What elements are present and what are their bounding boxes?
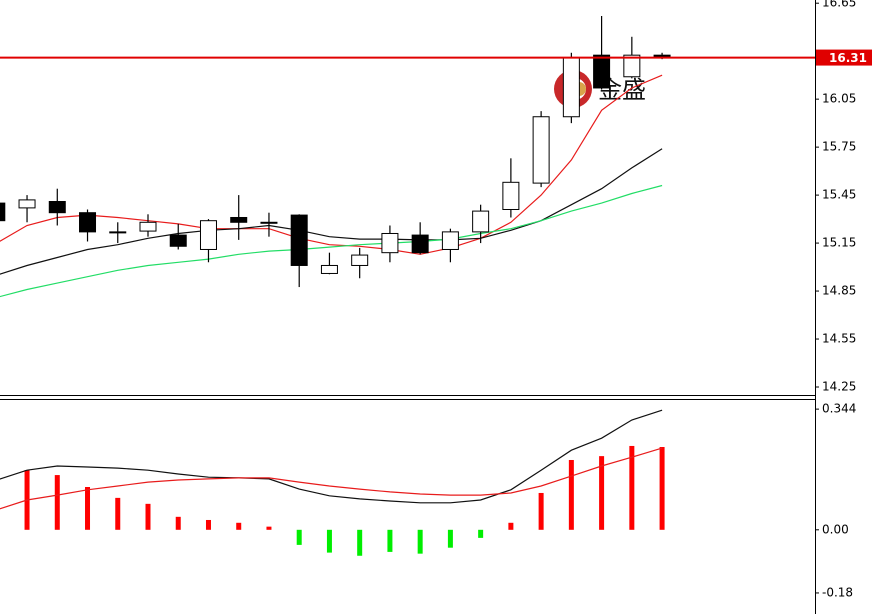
indicator-line bbox=[0, 74, 663, 255]
y-tick-label: 14.55 bbox=[822, 332, 856, 346]
y-tick-label: 0.344 bbox=[822, 402, 856, 416]
histogram-bar bbox=[659, 447, 665, 530]
histogram-bar bbox=[568, 459, 574, 530]
candle-body bbox=[472, 210, 490, 233]
y-tick-label: 14.25 bbox=[822, 380, 856, 394]
y-tick-label: 15.45 bbox=[822, 188, 856, 202]
histogram-bar bbox=[296, 529, 302, 545]
candle-body bbox=[441, 231, 459, 250]
histogram-bar bbox=[417, 529, 423, 554]
histogram-bar bbox=[115, 497, 121, 530]
histogram-bar bbox=[629, 445, 635, 530]
candle-body bbox=[502, 181, 520, 210]
histogram-bar bbox=[236, 522, 242, 530]
histogram-bar bbox=[85, 487, 91, 530]
y-tick-label: -0.18 bbox=[822, 585, 853, 599]
histogram-bar bbox=[145, 503, 151, 530]
histogram-bar bbox=[266, 526, 272, 530]
candle-body bbox=[169, 234, 187, 247]
histogram-bar bbox=[54, 475, 60, 530]
indicator-line bbox=[0, 148, 663, 275]
y-tick-label: 16.65 bbox=[822, 0, 856, 10]
candle-body bbox=[139, 221, 157, 232]
histogram-bar bbox=[508, 522, 514, 530]
candle-body bbox=[381, 232, 399, 254]
candle-body bbox=[320, 264, 338, 274]
candle-body bbox=[0, 202, 6, 222]
y-tick-label: 15.75 bbox=[822, 140, 856, 154]
indicator-line bbox=[0, 184, 663, 298]
y-tick-label: 15.15 bbox=[822, 236, 856, 250]
candle-body bbox=[351, 254, 369, 266]
candle-body bbox=[48, 200, 66, 214]
candle-body bbox=[260, 221, 278, 224]
histogram-bar bbox=[447, 529, 453, 548]
price-label-box bbox=[816, 49, 872, 66]
candle-body bbox=[199, 220, 217, 250]
histogram-bar bbox=[326, 529, 332, 553]
candle-body bbox=[623, 54, 641, 78]
candle-body bbox=[109, 231, 127, 234]
price-label: 16.31 bbox=[829, 51, 867, 65]
indicator-line bbox=[0, 447, 663, 510]
candle-body bbox=[230, 216, 248, 223]
y-tick-label: 14.85 bbox=[822, 284, 856, 298]
candle-body bbox=[290, 214, 308, 266]
candle-body bbox=[532, 116, 550, 184]
histogram-bar bbox=[357, 529, 363, 556]
candle-body bbox=[562, 57, 580, 118]
candle-body bbox=[18, 199, 36, 209]
histogram-bar bbox=[599, 456, 605, 530]
y-tick-label: 0.00 bbox=[822, 522, 849, 536]
candle-body bbox=[411, 234, 429, 254]
candle-body bbox=[79, 212, 97, 233]
histogram-bar bbox=[478, 529, 484, 538]
indicator-line bbox=[0, 409, 663, 504]
histogram-bar bbox=[538, 492, 544, 530]
histogram-bar bbox=[205, 519, 211, 530]
histogram-bar bbox=[387, 529, 393, 552]
histogram-bar bbox=[175, 516, 181, 530]
y-tick-label: 16.05 bbox=[822, 92, 856, 106]
candle-body bbox=[593, 54, 611, 89]
